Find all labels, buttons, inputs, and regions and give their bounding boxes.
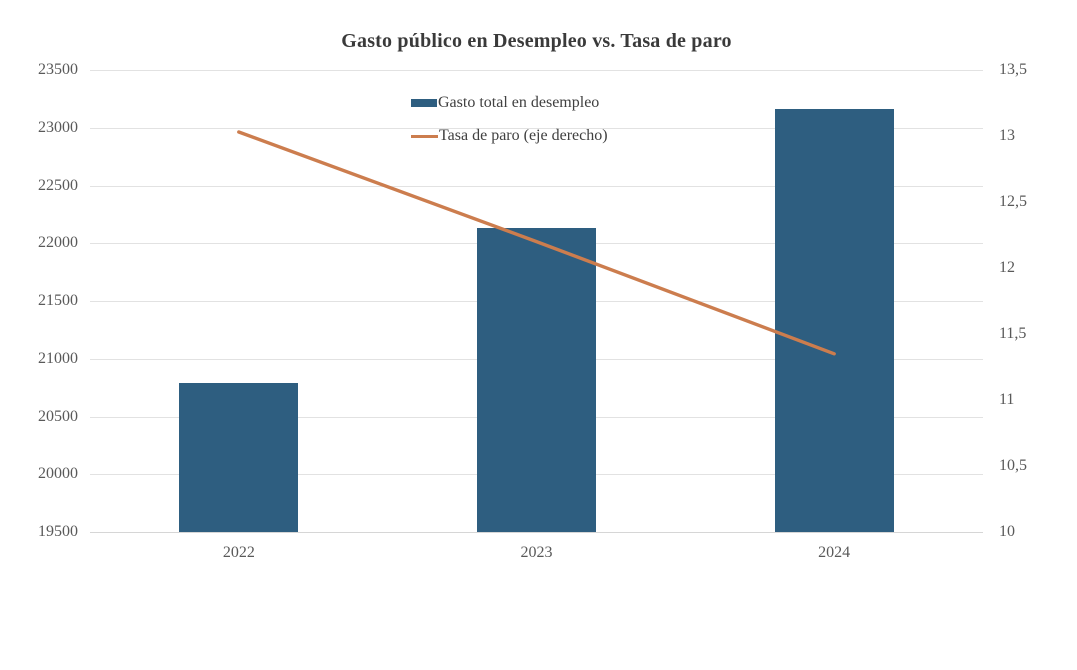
legend-label-gasto: Gasto total en desempleo xyxy=(438,94,600,111)
y-axis-right-tick: 13 xyxy=(999,127,1015,144)
gridline xyxy=(90,185,983,187)
bar-2022 xyxy=(179,383,299,532)
gridline xyxy=(90,70,983,71)
bar-2024 xyxy=(774,108,894,532)
y-axis-right-tick: 10 xyxy=(999,523,1015,540)
x-axis-tick-2023: 2023 xyxy=(520,544,553,561)
tasa-de-paro-line xyxy=(237,130,836,356)
legend: Gasto total en desempleo Tasa de paro (e… xyxy=(411,93,608,159)
y-axis-right-tick: 10,5 xyxy=(999,457,1027,474)
x-axis-tick-2024: 2024 xyxy=(818,544,851,561)
bar-series-swatch-icon xyxy=(411,99,437,107)
y-axis-right-tick: 13,5 xyxy=(999,61,1027,78)
gridline xyxy=(90,532,983,533)
plot-area xyxy=(90,70,983,533)
legend-item-gasto: Gasto total en desempleo xyxy=(411,93,608,113)
x-axis-tick-2022: 2022 xyxy=(222,544,255,561)
line-series-swatch-icon xyxy=(411,134,438,138)
y-axis-left-tick: 20500 xyxy=(38,407,78,425)
legend-label-tasa: Tasa de paro (eje derecho) xyxy=(439,127,608,144)
gridline xyxy=(90,127,983,129)
y-axis-left-tick: 23000 xyxy=(38,118,78,136)
y-axis-left-tick: 21500 xyxy=(38,292,78,309)
chart-title: Gasto público en Desempleo vs. Tasa de p… xyxy=(341,30,732,52)
y-axis-left-tick: 22000 xyxy=(38,234,78,252)
y-axis-right-tick: 11 xyxy=(999,391,1015,408)
legend-item-tasa: Tasa de paro (eje derecho) xyxy=(411,126,608,146)
y-axis-right-tick: 12 xyxy=(999,259,1015,276)
y-axis-left-tick: 20000 xyxy=(38,465,78,483)
y-axis-right-tick: 11,5 xyxy=(999,325,1027,342)
bar-2023 xyxy=(477,228,596,532)
y-axis-left-tick: 22500 xyxy=(38,176,78,194)
y-axis-left-tick: 21000 xyxy=(38,349,78,367)
y-axis-right-tick: 12,5 xyxy=(999,193,1027,210)
y-axis-left-tick: 19500 xyxy=(38,523,78,540)
y-axis-left-tick: 23500 xyxy=(38,61,78,78)
